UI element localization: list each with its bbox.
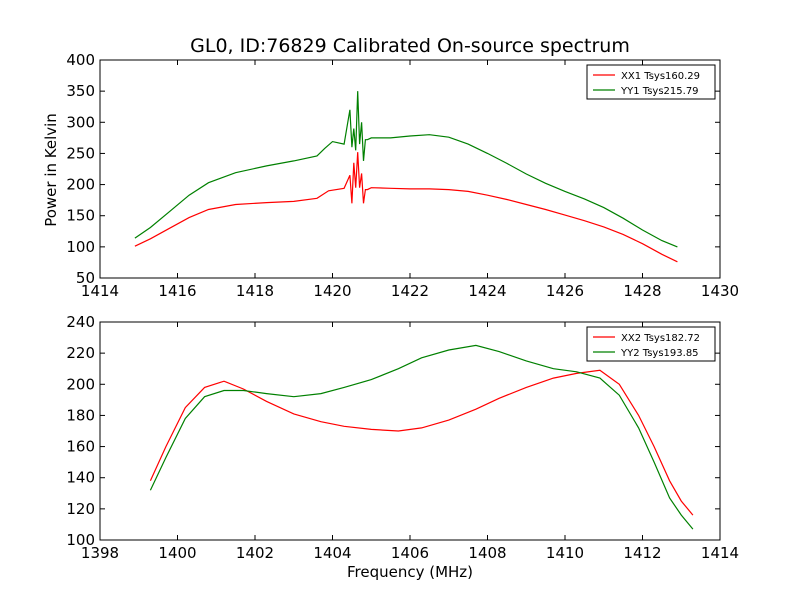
bottom-y-tick-label: 100 xyxy=(66,531,95,549)
y-axis-label: Power in Kelvin xyxy=(42,113,60,227)
bottom-y-tick-label: 240 xyxy=(66,313,95,331)
bottom-x-tick-label: 1408 xyxy=(468,544,506,562)
bottom-y-tick-label: 180 xyxy=(66,406,95,424)
top-legend-label-2: YY1 Tsys215.79 xyxy=(620,86,699,97)
chart-title: GL0, ID:76829 Calibrated On-source spect… xyxy=(190,35,630,57)
top-y-tick-label: 250 xyxy=(66,144,95,162)
top-y-tick-label: 200 xyxy=(66,176,95,194)
bottom-legend-box xyxy=(586,326,716,362)
top-x-tick-label: 1424 xyxy=(468,282,506,300)
top-legend-box xyxy=(586,64,716,100)
bottom-x-tick-label: 1402 xyxy=(236,544,274,562)
top-y-tick-label: 50 xyxy=(76,269,95,287)
bottom-x-tick-label: 1410 xyxy=(546,544,584,562)
bottom-legend-label-1: XX2 Tsys182.72 xyxy=(621,333,700,344)
top-x-tick-label: 1418 xyxy=(236,282,274,300)
bottom-y-tick-label: 200 xyxy=(66,375,95,393)
top-y-tick-label: 150 xyxy=(66,207,95,225)
top-x-tick-label: 1422 xyxy=(391,282,429,300)
bottom-legend-label-2: YY2 Tsys193.85 xyxy=(620,348,699,359)
top-series-line-2 xyxy=(134,91,678,248)
bottom-spectrum-panel: 1398 1400 1402 1404 1406 1408 1410 1412 1414 100 1… xyxy=(66,313,739,562)
bottom-y-tick-label: 140 xyxy=(66,469,95,487)
top-x-tick-label: 1420 xyxy=(313,282,351,300)
bottom-x-tick-label: 1406 xyxy=(391,544,429,562)
top-y-tick-label: 400 xyxy=(66,51,95,69)
top-y-tick-label: 300 xyxy=(66,113,95,131)
top-x-tick-label: 1426 xyxy=(546,282,584,300)
bottom-y-tick-label: 120 xyxy=(66,500,95,518)
bottom-series-line-1 xyxy=(149,369,694,516)
top-x-tick-label: 1416 xyxy=(158,282,196,300)
top-x-tick-label: 1414 xyxy=(81,282,119,300)
top-series-line-1 xyxy=(134,152,678,263)
top-legend-label-1: XX1 Tsys160.29 xyxy=(621,71,700,82)
top-x-tick-label: 1428 xyxy=(623,282,661,300)
bottom-legend: XX2 Tsys182.72 YY2 Tsys193.85 xyxy=(586,326,716,362)
bottom-series-line-2 xyxy=(149,344,694,530)
bottom-y-tick-label: 160 xyxy=(66,438,95,456)
bottom-x-tick-label: 1414 xyxy=(701,544,739,562)
top-x-tick-label: 1430 xyxy=(701,282,739,300)
bottom-y-tick-label: 220 xyxy=(66,344,95,362)
top-legend: XX1 Tsys160.29 YY1 Tsys215.79 xyxy=(586,64,716,100)
x-axis-label: Frequency (MHz) xyxy=(347,563,473,581)
top-y-tick-label: 100 xyxy=(66,238,95,256)
top-spectrum-panel: 1414 1416 1418 1420 1422 1424 1426 1428 1430 50 10… xyxy=(66,51,739,300)
top-y-tick-label: 350 xyxy=(66,82,95,100)
bottom-x-tick-label: 1404 xyxy=(313,544,351,562)
bottom-x-tick-label: 1412 xyxy=(623,544,661,562)
bottom-x-tick-label: 1400 xyxy=(158,544,196,562)
bottom-x-tick-label: 1398 xyxy=(81,544,119,562)
